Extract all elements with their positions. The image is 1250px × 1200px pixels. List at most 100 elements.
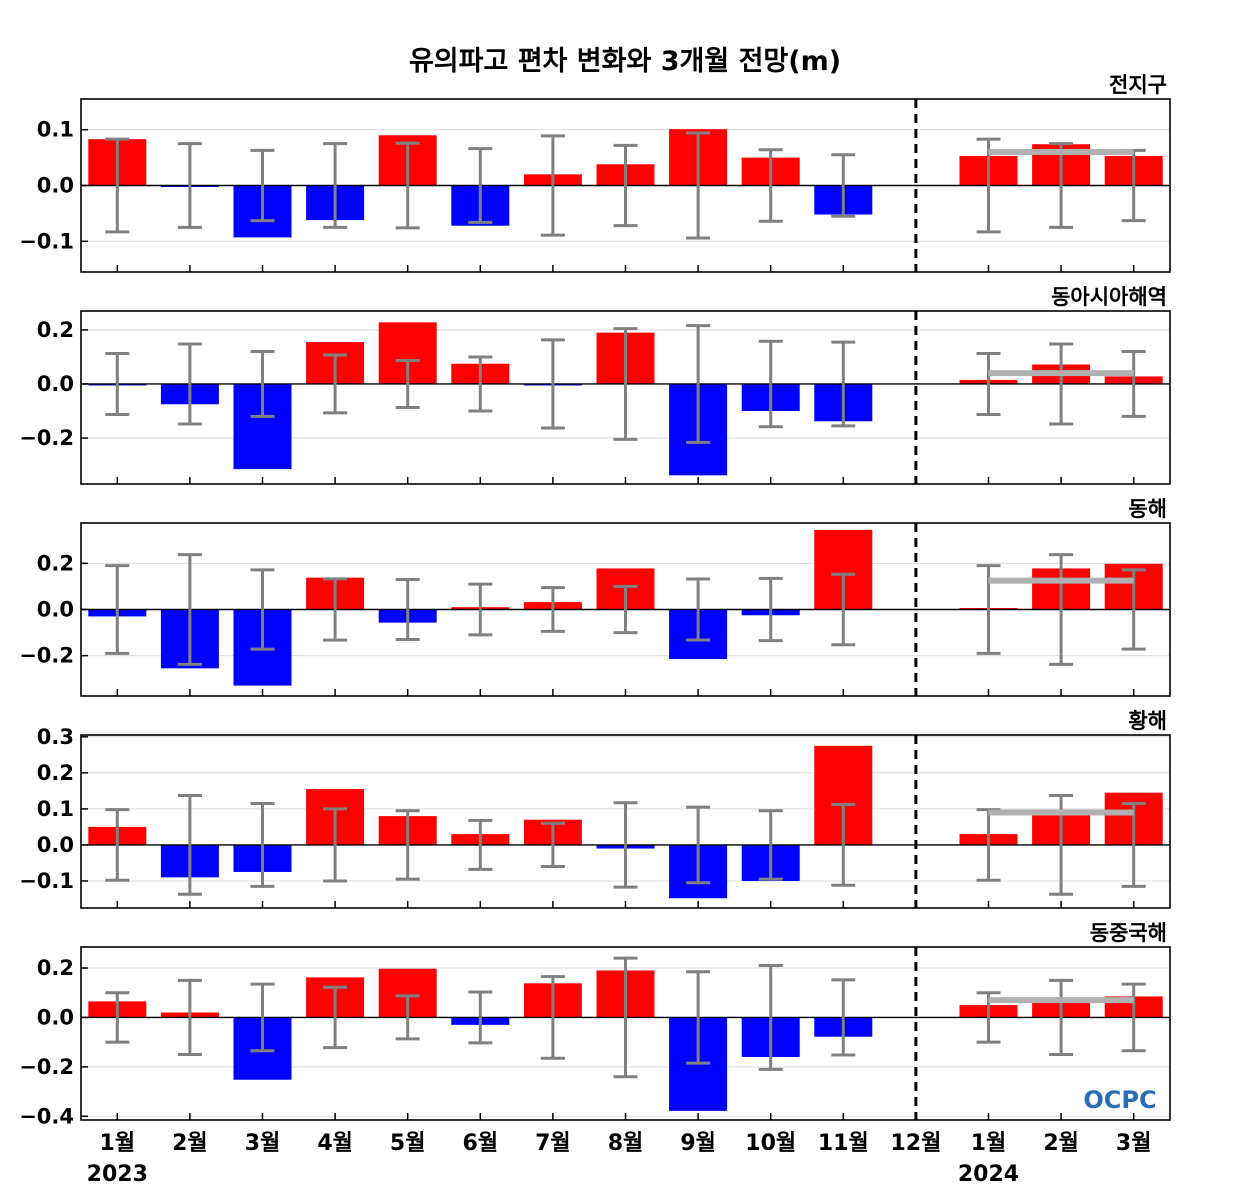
y-tick-label: 0.0 — [37, 598, 74, 622]
error-bar — [177, 553, 202, 666]
error-bar — [1049, 553, 1074, 666]
error-bar — [540, 975, 565, 1060]
x-tick-label: 7월 — [535, 1131, 571, 1156]
error-bar — [686, 131, 711, 240]
error-bar — [250, 350, 275, 418]
error-bar — [1049, 978, 1074, 1057]
region-label: 동해 — [1128, 497, 1167, 521]
x-tick-label: 10월 — [745, 1131, 796, 1156]
error-bar — [613, 801, 638, 889]
error-bar — [613, 584, 638, 635]
panel-1: 0.1 0.0 −0.1 전지구 — [19, 73, 1171, 273]
error-bar — [395, 809, 420, 881]
error-bar — [686, 805, 711, 885]
error-bar — [323, 985, 348, 1050]
error-bar — [177, 794, 202, 896]
chart-panels: 0.1 0.0 −0.1 전지구 0.2 0.0 −0.2 동아시아해역 0.2 0.0 −0.2 동… — [19, 73, 1171, 1128]
region-label: 전지구 — [1109, 73, 1167, 97]
y-tick-label: 0.0 — [37, 174, 74, 198]
error-bar — [831, 340, 856, 428]
chart-title: 유의파고 편차 변화와 3개월 전망(m) — [409, 46, 841, 77]
error-bar — [613, 327, 638, 441]
y-tick-label: 0.1 — [37, 118, 74, 142]
y-tick-label: −0.1 — [19, 229, 74, 253]
error-bar — [831, 803, 856, 887]
x-tick-label: 8월 — [608, 1131, 644, 1156]
error-bar — [177, 142, 202, 229]
error-bar — [540, 586, 565, 633]
error-bar — [758, 964, 783, 1071]
y-tick-label: 0.2 — [37, 956, 74, 980]
error-bar — [613, 956, 638, 1079]
error-bar — [177, 978, 202, 1057]
error-bar — [395, 994, 420, 1041]
y-tick-label: 0.0 — [37, 833, 74, 857]
y-tick-label: −0.2 — [19, 644, 74, 668]
y-tick-label: 0.0 — [37, 372, 74, 396]
error-bar — [323, 353, 348, 415]
error-bar — [105, 808, 130, 882]
error-bar — [976, 351, 1001, 417]
error-bar — [758, 809, 783, 881]
region-label: 동아시아해역 — [1051, 285, 1167, 309]
year-label: 2024 — [958, 1162, 1019, 1187]
error-bar — [831, 153, 856, 218]
error-bar — [686, 324, 711, 444]
error-bar — [250, 801, 275, 888]
error-bar — [1121, 982, 1146, 1053]
error-bar — [105, 351, 130, 417]
y-tick-label: 0.3 — [37, 725, 74, 749]
error-bar — [395, 358, 420, 410]
x-tick-label: 2월 — [172, 1131, 208, 1156]
y-tick-label: 0.0 — [37, 1005, 74, 1029]
panel-4: 0.3 0.2 0.1 0.0 −0.1 황해 — [19, 709, 1171, 909]
error-bar — [1049, 342, 1074, 426]
x-tick-label: 11월 — [818, 1131, 869, 1156]
region-label: 동중국해 — [1090, 921, 1167, 945]
x-tick-label: 6월 — [463, 1131, 499, 1156]
x-tick-label: 1월 — [100, 1131, 136, 1156]
error-bar — [250, 982, 275, 1053]
error-bar — [831, 978, 856, 1057]
y-tick-label: −0.2 — [19, 1055, 74, 1079]
error-bar — [540, 338, 565, 430]
panel-2: 0.2 0.0 −0.2 동아시아해역 — [19, 285, 1171, 485]
error-bar — [105, 991, 130, 1044]
error-bar — [1121, 350, 1146, 418]
y-tick-label: 0.1 — [37, 797, 74, 821]
error-bar — [468, 355, 493, 413]
error-bar — [105, 564, 130, 655]
ocpc-logo: OCPC — [1083, 1086, 1156, 1114]
y-tick-label: −0.4 — [19, 1104, 74, 1128]
x-tick-label: 9월 — [680, 1131, 716, 1156]
panel-5: 0.2 0.0 −0.2 −0.4 동중국해 — [19, 921, 1171, 1128]
error-bar — [250, 568, 275, 651]
error-bar — [395, 578, 420, 641]
error-bar — [250, 148, 275, 223]
x-tick-label: 4월 — [317, 1131, 353, 1156]
error-bar — [686, 970, 711, 1065]
error-bar — [395, 141, 420, 230]
error-bar — [468, 818, 493, 871]
error-bar — [105, 137, 130, 234]
error-bar — [323, 577, 348, 642]
error-bar — [468, 582, 493, 637]
error-bar — [1121, 801, 1146, 888]
error-bar — [540, 821, 565, 869]
error-bar — [613, 143, 638, 228]
error-bar — [1049, 142, 1074, 229]
error-bar — [540, 134, 565, 237]
x-tick-label: 3월 — [245, 1131, 281, 1156]
x-tick-label: 5월 — [390, 1131, 426, 1156]
error-bar — [758, 148, 783, 223]
error-bar — [323, 142, 348, 229]
error-bar — [177, 342, 202, 426]
x-tick-label: 3월 — [1116, 1131, 1152, 1156]
panel-3: 0.2 0.0 −0.2 동해 — [19, 497, 1171, 697]
logo-text: OCPC — [1083, 1086, 1156, 1114]
year-label: 2023 — [87, 1162, 148, 1187]
x-tick-label: 1월 — [971, 1131, 1007, 1156]
region-label: 황해 — [1128, 709, 1167, 733]
y-tick-label: 0.2 — [37, 318, 74, 342]
